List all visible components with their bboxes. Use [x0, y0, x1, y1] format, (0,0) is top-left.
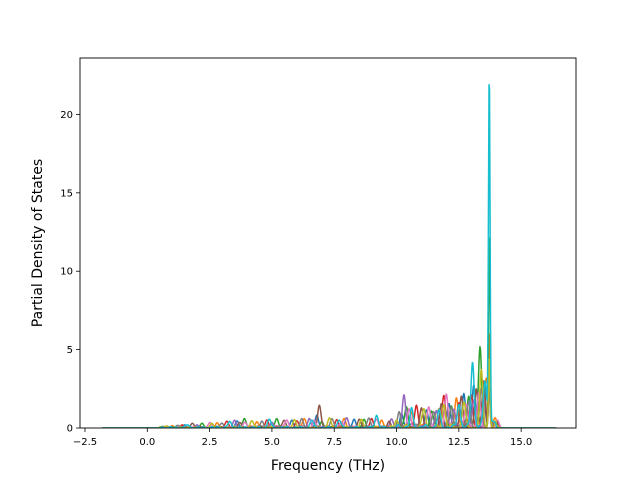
x-axis-ticks: −2.5 0.0 2.5 5.0 7.5 10.0 12.5 15.0	[73, 428, 532, 448]
y-tick-label: 0	[67, 424, 73, 435]
x-tick-label: 0.0	[139, 437, 155, 448]
x-tick-label: 10.0	[385, 437, 407, 448]
y-tick-label: 10	[60, 267, 73, 278]
x-tick-label: 12.5	[448, 437, 470, 448]
series-line-8	[102, 387, 557, 428]
x-tick-label: 7.5	[326, 437, 342, 448]
y-axis-ticks: 0 5 10 15 20	[60, 110, 80, 435]
series-layer	[102, 84, 557, 428]
y-tick-label: 20	[60, 110, 73, 121]
y-tick-label: 15	[60, 188, 73, 199]
y-axis-label: Partial Density of States	[30, 159, 46, 327]
x-tick-label: 5.0	[264, 437, 280, 448]
x-tick-label: −2.5	[73, 437, 97, 448]
plot-area-frame	[79, 57, 577, 429]
y-tick-label: 5	[67, 345, 73, 356]
x-tick-label: 15.0	[510, 437, 532, 448]
x-axis-label: Frequency (THz)	[271, 458, 385, 474]
x-tick-label: 2.5	[202, 437, 218, 448]
